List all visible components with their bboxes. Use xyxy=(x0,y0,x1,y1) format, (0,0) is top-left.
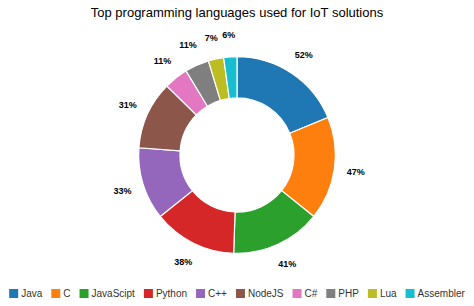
legend-swatch xyxy=(236,289,245,298)
legend-swatch xyxy=(144,289,153,298)
legend-label: Java xyxy=(21,288,43,299)
data-label: 11% xyxy=(179,40,197,50)
data-label: 38% xyxy=(174,257,192,267)
legend-label: JavaScipt xyxy=(92,288,136,299)
legend-label: NodeJS xyxy=(248,288,284,299)
slices xyxy=(139,57,336,254)
legend-swatch xyxy=(406,289,415,298)
legend-swatch xyxy=(196,289,205,298)
legend-swatch xyxy=(293,289,302,298)
legend-item: PHP xyxy=(326,288,359,299)
legend-item: C++ xyxy=(196,288,227,299)
legend-item: Python xyxy=(144,288,187,299)
legend-swatch xyxy=(326,289,335,298)
slice xyxy=(237,57,328,134)
legend-item: NodeJS xyxy=(236,288,284,299)
legend-label: PHP xyxy=(338,288,359,299)
legend-label: C++ xyxy=(208,288,227,299)
data-label: 11% xyxy=(154,56,172,66)
slice xyxy=(234,191,314,254)
legend-label: C# xyxy=(305,288,318,299)
legend-item: C xyxy=(51,288,70,299)
data-label: 47% xyxy=(347,167,365,177)
legend-swatch xyxy=(51,289,60,298)
chart: Top programming languages used for IoT s… xyxy=(0,0,474,306)
legend-item: Java xyxy=(9,288,43,299)
data-labels: 52% 47% 41% 38% 33% 31% 11% 11% 7% 6% xyxy=(113,30,364,269)
legend-item: C# xyxy=(293,288,318,299)
data-label: 6% xyxy=(222,30,235,40)
data-label: 52% xyxy=(295,50,313,60)
title: Top programming languages used for IoT s… xyxy=(91,5,384,20)
legend-item: Lua xyxy=(368,288,397,299)
legend-label: Assembler xyxy=(418,288,466,299)
legend-swatch xyxy=(368,289,377,298)
data-label: 31% xyxy=(119,100,137,110)
plot xyxy=(139,57,336,254)
legend-swatch xyxy=(80,289,89,298)
legend-label: C xyxy=(63,288,70,299)
data-label: 7% xyxy=(205,33,218,43)
slice xyxy=(139,148,193,217)
legend: Java C JavaScipt Python C++ NodeJS C# PHP Lua Ass… xyxy=(9,288,465,299)
slice xyxy=(224,57,237,99)
legend-swatch xyxy=(9,289,18,298)
legend-label: Lua xyxy=(380,288,397,299)
legend-item: Assembler xyxy=(406,288,466,299)
data-label: 33% xyxy=(113,186,131,196)
legend-label: Python xyxy=(156,288,187,299)
data-label: 41% xyxy=(278,259,296,269)
legend-item: JavaScipt xyxy=(80,288,136,299)
